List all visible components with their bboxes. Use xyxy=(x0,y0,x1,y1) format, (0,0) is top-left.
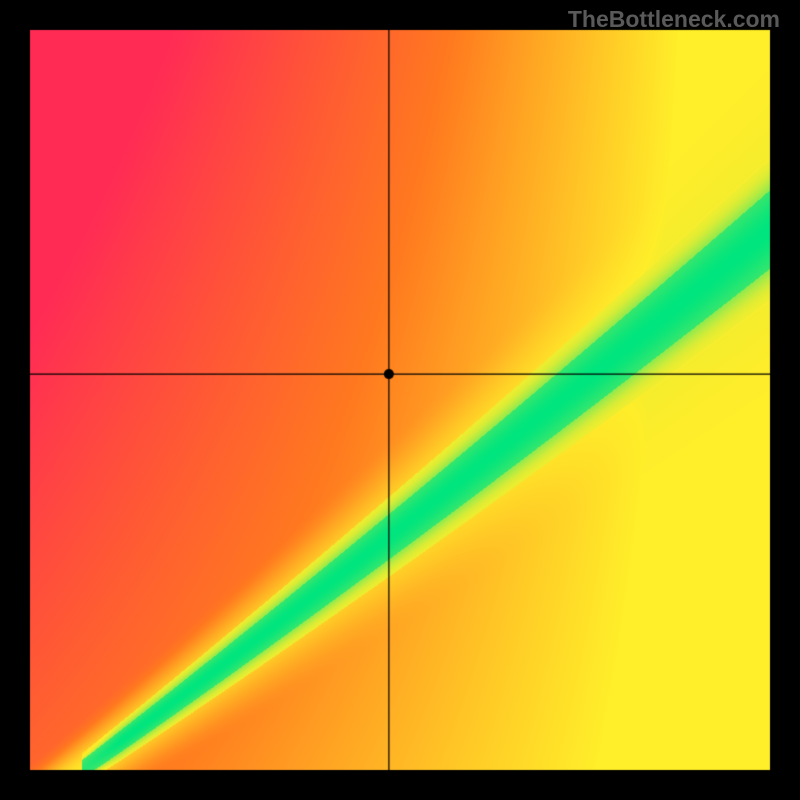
bottleneck-heatmap xyxy=(0,0,800,800)
attribution-text: TheBottleneck.com xyxy=(568,6,780,33)
